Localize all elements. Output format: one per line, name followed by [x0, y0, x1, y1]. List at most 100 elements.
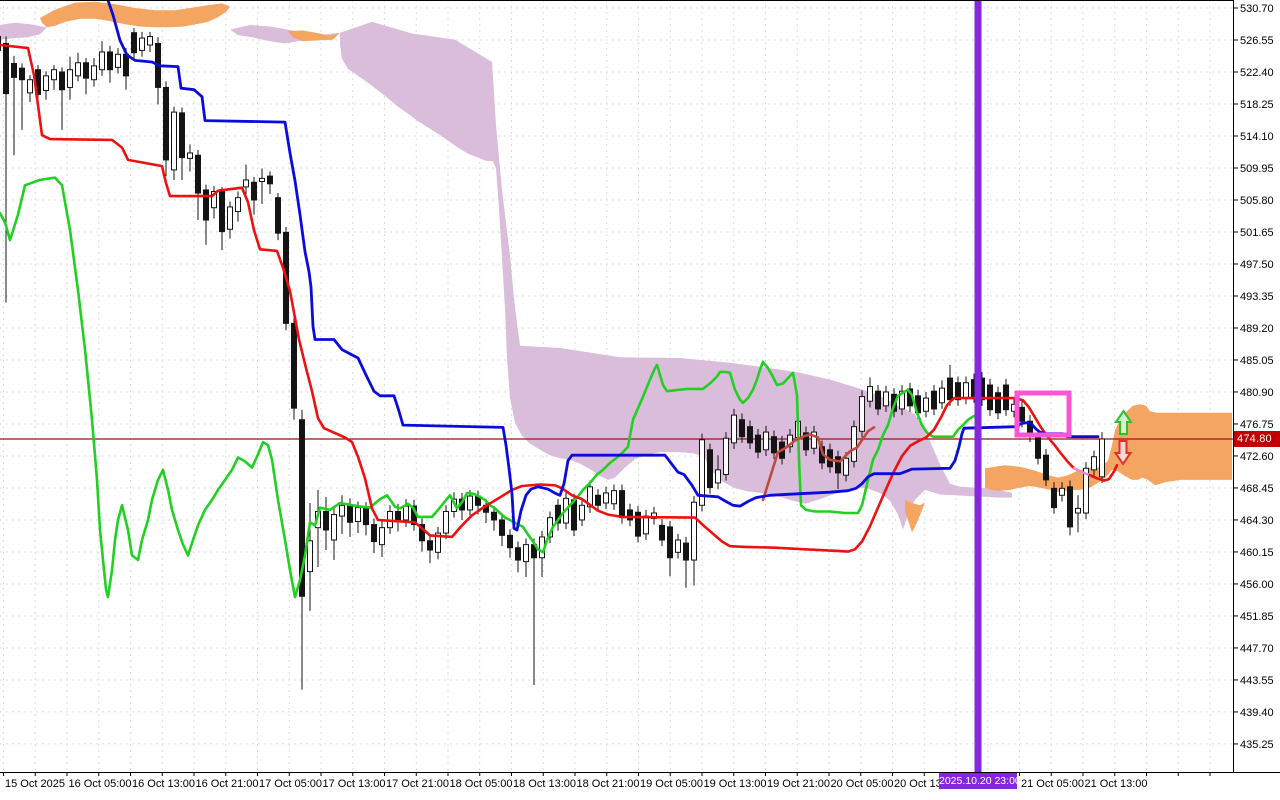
price-axis[interactable]: 530.70 526.55 522.40 518.25 514.10 509.95 505.…	[1233, 3, 1274, 751]
candle-body-bull	[187, 152, 193, 159]
candle-body-bull	[715, 469, 721, 484]
price-tick-label: 509.95	[1240, 163, 1274, 175]
candle-body-bear	[507, 534, 513, 549]
candle	[67, 56, 73, 100]
price-tick-label: 447.70	[1240, 643, 1274, 655]
candle	[371, 518, 377, 554]
candle	[507, 529, 513, 558]
selected-time-label[interactable]: 2025.10.20 23:00	[939, 773, 1021, 789]
candle-body-bull	[699, 439, 705, 506]
price-tick-label: 464.30	[1240, 515, 1274, 527]
price-tick-label: 497.50	[1240, 259, 1274, 271]
candle-body-bull	[259, 177, 265, 182]
candle	[307, 502, 313, 611]
candle	[883, 385, 889, 413]
candle-body-bull	[67, 69, 73, 88]
candle	[1099, 432, 1105, 483]
candle-body-bull	[139, 37, 145, 51]
candle-body-bull	[883, 391, 889, 407]
time-tick-label: 17 Oct 13:00	[323, 778, 386, 790]
time-tick-label: 18 Oct 21:00	[577, 778, 640, 790]
candle-body-bear	[555, 504, 561, 524]
candle-body-bull	[1075, 507, 1081, 514]
candle	[59, 67, 65, 130]
candle	[699, 433, 705, 512]
candle	[251, 176, 257, 215]
price-tick-label: 518.25	[1240, 99, 1274, 111]
candle	[1027, 415, 1033, 443]
time-axis[interactable]: 15 Oct 2025 16 Oct 05:00 16 Oct 13:00 16 Oc…	[3, 772, 1211, 790]
sell-arrow-icon[interactable]	[1113, 440, 1133, 466]
time-tick-label: 16 Oct 05:00	[69, 778, 132, 790]
candle-body-bear	[499, 519, 505, 536]
candle	[491, 506, 497, 531]
candle-body-bear	[995, 392, 1001, 414]
candle-body-bear	[363, 507, 369, 526]
candle	[667, 520, 673, 577]
candle-body-bear	[371, 524, 377, 543]
candle-body-bull	[643, 515, 649, 535]
candle-body-bull	[1091, 456, 1097, 471]
candle-body-bull	[867, 386, 873, 402]
candle-body-bull	[99, 51, 105, 71]
price-tick-label: 493.35	[1240, 291, 1274, 303]
pink-highlight-rectangle[interactable]	[1014, 390, 1072, 438]
candle	[1059, 482, 1065, 502]
time-tick-label: 16 Oct 21:00	[196, 778, 259, 790]
candle-body-bear	[1067, 486, 1073, 528]
time-tick-label: 15 Oct 2025	[5, 778, 65, 790]
candle	[1083, 462, 1089, 520]
candle-body-bull	[859, 396, 865, 432]
candle	[419, 518, 425, 552]
candle-body-bull	[523, 544, 529, 563]
candle	[435, 526, 441, 560]
candle	[611, 484, 617, 510]
candle	[275, 193, 281, 241]
candle-body-bear	[595, 494, 601, 506]
time-tick-label: 21 Oct 05:00	[1021, 778, 1084, 790]
buy-arrow-icon[interactable]	[1114, 409, 1133, 435]
candle	[627, 503, 633, 527]
candle	[691, 496, 697, 586]
candle	[587, 480, 593, 514]
candle	[203, 184, 209, 245]
candle-body-bear	[619, 490, 625, 519]
time-tick-label: 20 Oct 05:00	[831, 778, 894, 790]
candle-body-bear	[323, 510, 329, 531]
candle-body-bear	[1043, 454, 1049, 481]
candle-body-bull	[731, 414, 737, 444]
candle-body-bull	[27, 79, 33, 94]
candle	[291, 317, 297, 420]
candle	[315, 489, 321, 567]
candle	[683, 536, 689, 588]
candle-body-bull	[923, 397, 929, 412]
candle	[651, 506, 657, 525]
time-tick-label: 17 Oct 21:00	[386, 778, 449, 790]
candle	[835, 450, 841, 490]
candle-body-bear	[627, 509, 633, 521]
candle	[811, 425, 817, 455]
candle-body-bull	[403, 505, 409, 521]
candle-body-bear	[163, 86, 169, 161]
candle	[803, 426, 809, 456]
candle-body-bear	[419, 524, 425, 542]
time-tick-label: 19 Oct 13:00	[704, 778, 767, 790]
price-tick-label: 530.70	[1240, 3, 1274, 15]
candle	[331, 506, 337, 561]
candle	[523, 538, 529, 578]
candle-body-bear	[203, 189, 209, 221]
span-violet-segment	[1072, 466, 1092, 477]
candle-body-bull	[75, 62, 81, 77]
candle-body-bear	[395, 510, 401, 521]
candle	[171, 106, 177, 180]
candle-body-bull	[435, 532, 441, 553]
candle-body-bear	[219, 191, 225, 233]
candle	[851, 420, 857, 468]
candle	[715, 455, 721, 490]
price-tick-label: 480.90	[1240, 387, 1274, 399]
senkou-span-line	[761, 426, 876, 502]
candle	[379, 521, 385, 557]
candle-body-bear	[19, 67, 25, 81]
